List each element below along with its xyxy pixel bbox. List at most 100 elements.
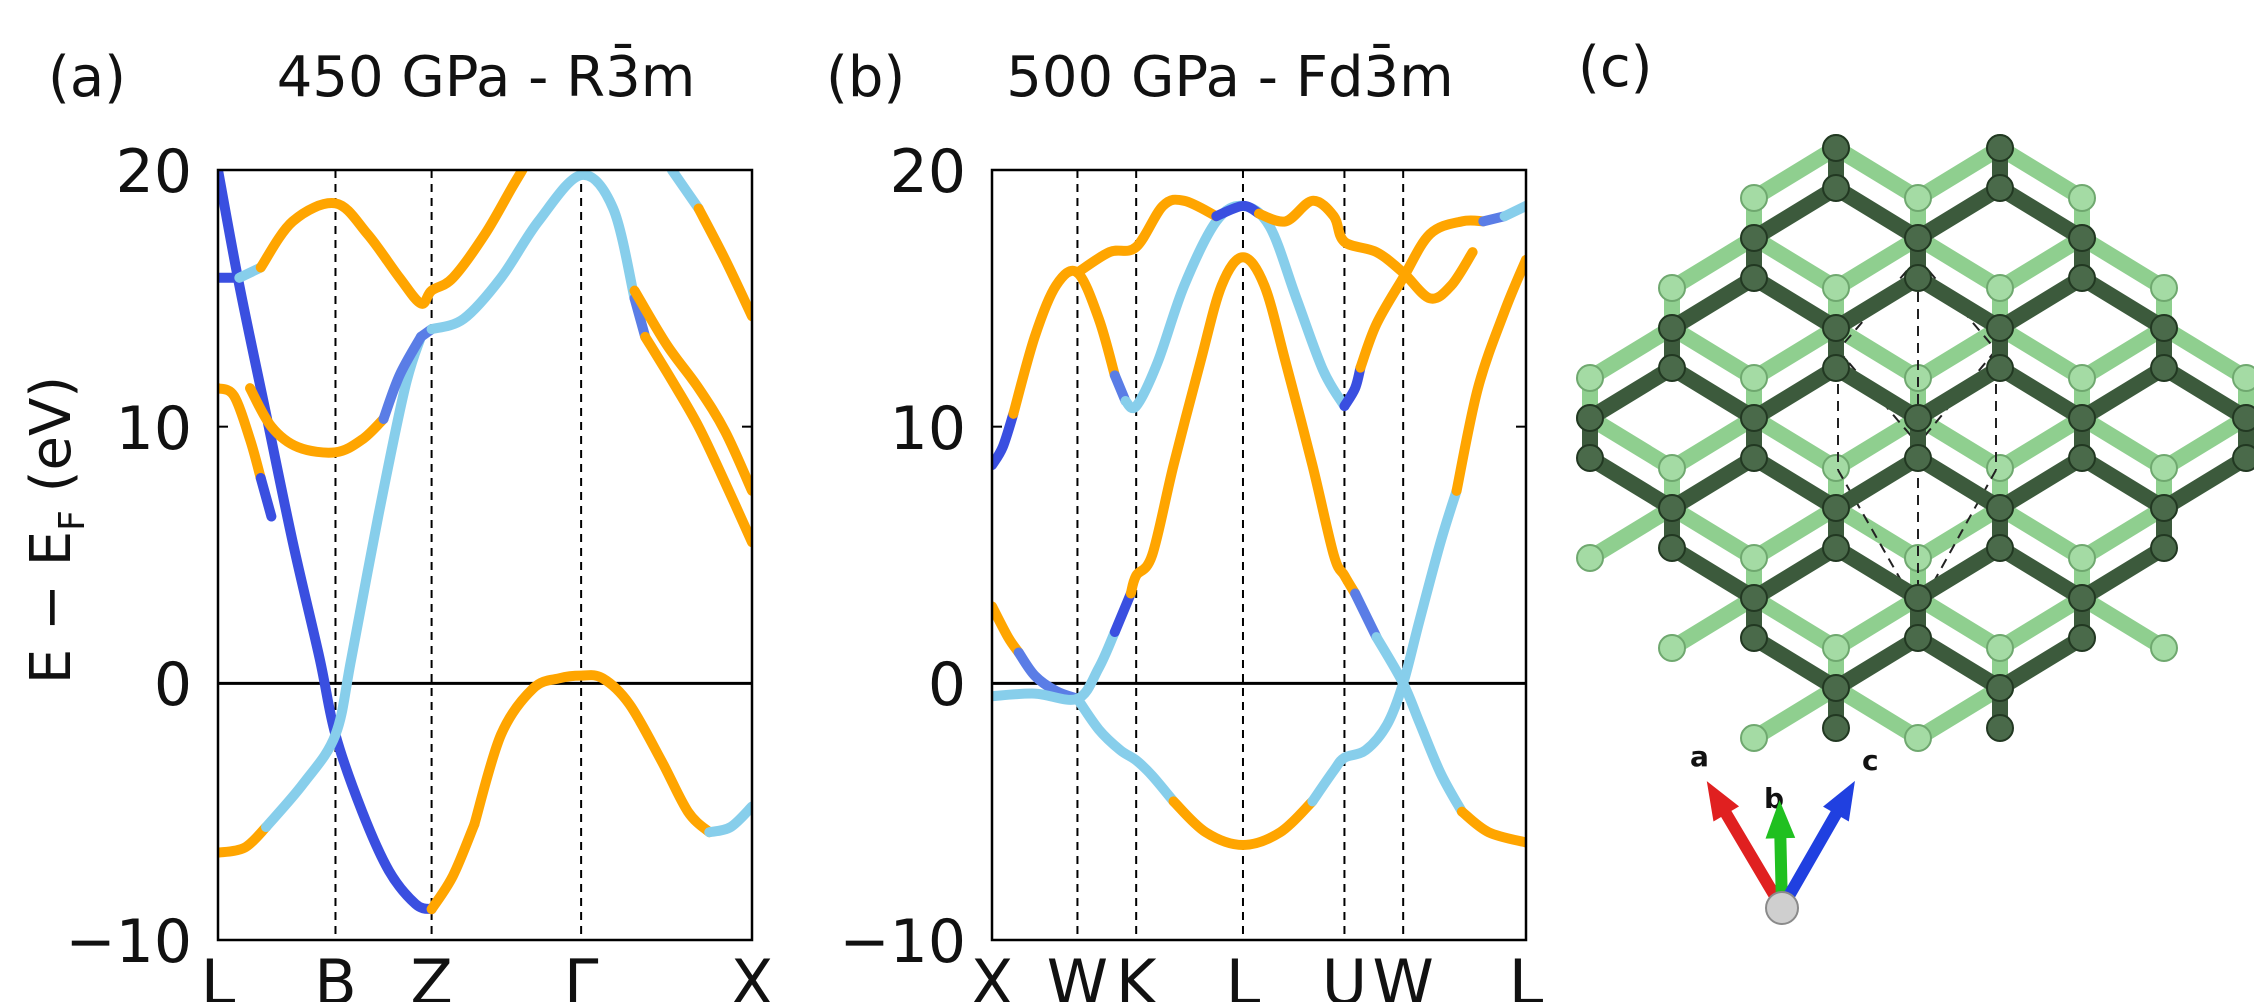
band-3-segment: [1008, 265, 1120, 419]
band-3-segment: [1339, 362, 1366, 412]
band-1-segment: [426, 819, 480, 915]
axis-arrow-a-head: [1706, 781, 1740, 822]
band-3-segment: [1120, 200, 1350, 414]
band-5-segment: [245, 383, 389, 458]
y-tick-10: 10: [116, 394, 192, 464]
band-1-segment: [1451, 254, 1526, 496]
crystal-axes-indicator: a b c: [1690, 740, 1879, 925]
bond: [1828, 230, 1926, 296]
atom: [2068, 184, 2096, 212]
atom: [2232, 404, 2254, 432]
atom: [2068, 444, 2096, 472]
band-3-segment: [469, 670, 715, 838]
bond: [1746, 410, 1844, 476]
atom: [1740, 364, 1768, 392]
bond: [1746, 180, 1844, 246]
band-2-segment: [218, 822, 272, 858]
bond: [2156, 450, 2254, 516]
band-7-segment: [693, 203, 752, 322]
bond: [1910, 230, 2008, 296]
axis-origin: [1765, 891, 1799, 925]
band-4-segment: [255, 473, 277, 522]
band-3-segment: [1355, 215, 1489, 373]
bond: [2074, 230, 2172, 296]
atom: [1740, 544, 1768, 572]
bond: [1910, 680, 2008, 746]
atom: [1658, 274, 1686, 302]
bond: [1746, 360, 1844, 426]
band-2-segment: [261, 331, 426, 833]
bond: [1828, 680, 1926, 746]
atom: [1658, 314, 1686, 342]
bond: [1746, 500, 1844, 566]
bond: [1910, 320, 2008, 386]
atom: [1904, 404, 1932, 432]
x-tick-label-U: U: [1322, 946, 1367, 1002]
x-tick-label-X: X: [971, 946, 1013, 1002]
x-tick-label-X: X: [731, 946, 773, 1002]
band-6-segment: [255, 170, 528, 309]
bond: [1992, 180, 2090, 246]
atom: [1740, 224, 1768, 252]
atom: [1576, 544, 1604, 572]
atom: [1986, 314, 2014, 342]
atom: [1822, 134, 1850, 162]
atom: [1576, 404, 1604, 432]
bond: [1664, 500, 1762, 566]
bond: [2074, 450, 2172, 516]
band-5-segment: [378, 331, 426, 424]
atom: [1822, 674, 1850, 702]
bond: [1828, 140, 1926, 206]
y-axis-label-main: E − E: [19, 531, 84, 684]
atom: [1904, 184, 1932, 212]
bond: [1910, 540, 2008, 606]
bond: [1664, 450, 1762, 516]
band-1-segment: [1072, 693, 1179, 807]
atom: [1822, 174, 1850, 202]
bond: [1746, 450, 1844, 516]
atom: [1904, 224, 1932, 252]
y-tick-minus10: −10: [839, 907, 966, 977]
panel-c-label: (c): [1578, 35, 1652, 100]
x-tick-label-L: L: [201, 946, 236, 1002]
bond: [1746, 590, 1844, 656]
bond: [2074, 410, 2172, 476]
atom: [1986, 174, 2014, 202]
atom: [1986, 634, 2014, 662]
bond: [2156, 410, 2254, 476]
atom: [1822, 274, 1850, 302]
y-tick-minus10: −10: [65, 907, 192, 977]
x-tick-label-W: W: [1047, 946, 1108, 1002]
bond: [1910, 360, 2008, 426]
band-2-segment: [1371, 632, 1467, 817]
atom: [2068, 364, 2096, 392]
panel-a-label: (a): [48, 45, 126, 110]
bond: [1664, 590, 1762, 656]
atom: [1904, 724, 1932, 752]
panel-b-title: 500 GPa - Fd3̄m: [1006, 45, 1453, 110]
bond: [1664, 410, 1762, 476]
x-tick-label-L: L: [1509, 946, 1544, 1002]
bond: [2156, 360, 2254, 426]
band-2-segment: [426, 170, 640, 335]
atom: [2068, 584, 2096, 612]
bond: [1664, 230, 1762, 296]
band-9-segment: [640, 331, 752, 548]
bond: [1582, 500, 1680, 566]
atom: [1740, 184, 1768, 212]
x-tick-label-B: B: [314, 946, 357, 1002]
bond: [1910, 140, 2008, 206]
band-7-segment: [666, 170, 704, 214]
band-3-segment: [704, 801, 752, 838]
bond: [1664, 540, 1762, 606]
bond: [1910, 180, 2008, 246]
bond: [1992, 320, 2090, 386]
atom: [1658, 634, 1686, 662]
bond: [1992, 230, 2090, 296]
y-axis-label-tail: (eV): [19, 376, 84, 510]
y-axis-label-sub: F: [52, 510, 93, 531]
atom: [2068, 404, 2096, 432]
panel-a-y-ticks: 20 10 0 −10: [65, 137, 192, 977]
band-1-segment: [1307, 485, 1462, 807]
bond: [1746, 540, 1844, 606]
